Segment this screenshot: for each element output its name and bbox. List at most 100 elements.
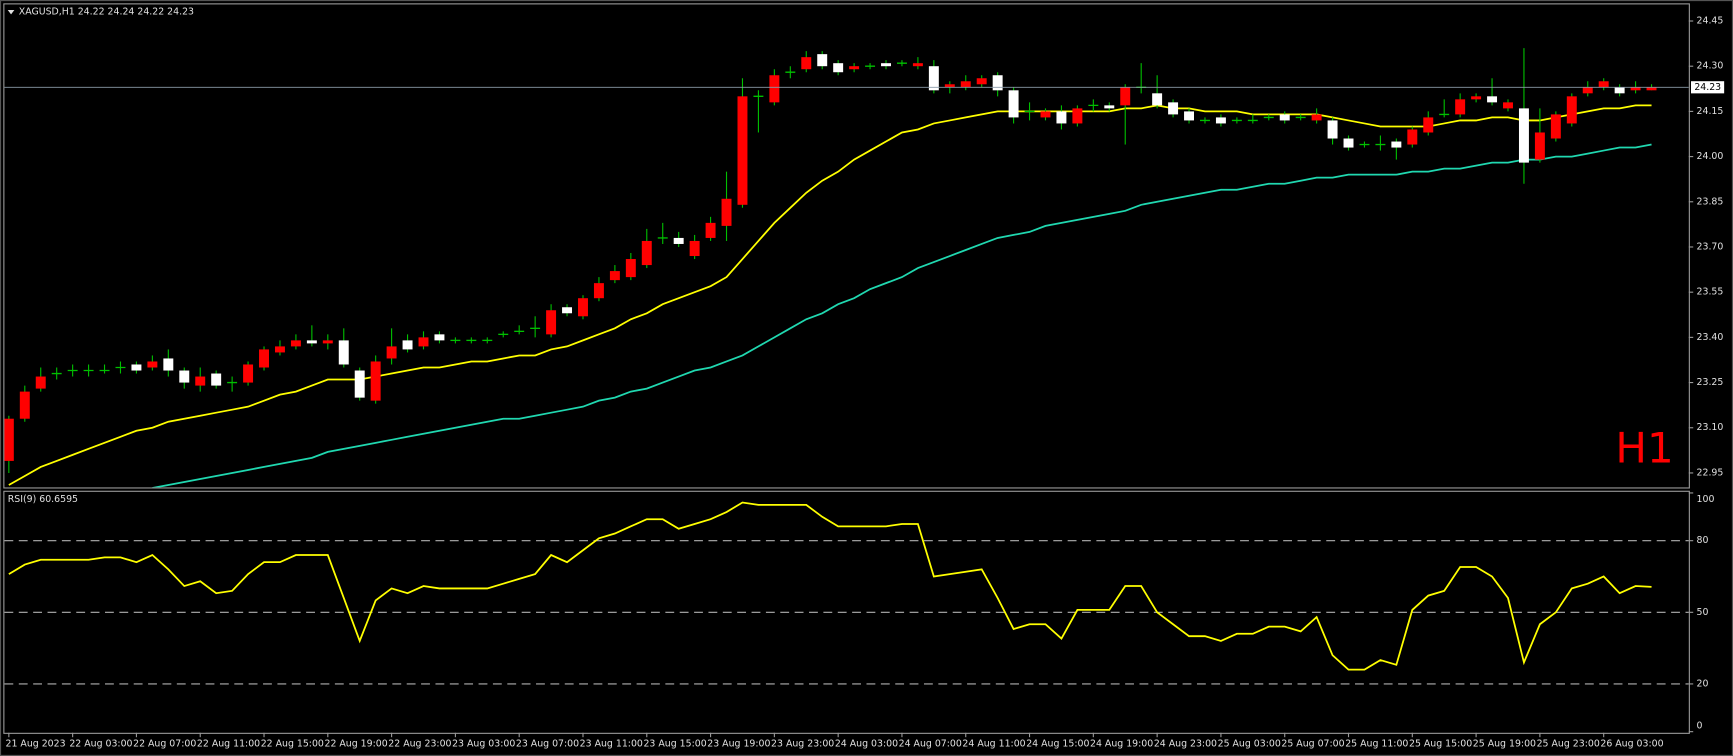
price-label-box	[1691, 81, 1725, 94]
candle-body	[721, 198, 732, 226]
candle-body	[243, 364, 254, 383]
y-tick-label: 24.30	[1697, 61, 1724, 72]
candle-body	[1455, 99, 1466, 115]
moving-average	[152, 143, 1652, 488]
rsi-panel	[4, 501, 1689, 685]
x-tick-label: 24 Aug 23:00	[1154, 738, 1217, 749]
candle-body	[928, 66, 939, 91]
candle-body	[179, 370, 190, 383]
candle-body	[4, 418, 14, 461]
candle-body	[418, 337, 429, 347]
price-label: 24.23	[1694, 82, 1721, 93]
y-tick-label: 24.00	[1697, 151, 1724, 162]
candle-body	[1391, 141, 1402, 148]
candle-body	[274, 346, 285, 353]
candle-body	[641, 240, 652, 266]
candle-body	[1407, 129, 1418, 145]
y-tick-label: 23.25	[1697, 377, 1724, 388]
candle-body	[370, 361, 381, 401]
candle-body	[1518, 108, 1529, 163]
main-frame	[3, 3, 1690, 489]
y-tick-label: 100	[1697, 494, 1715, 505]
rsi-title: RSI(9) 60.6595	[8, 494, 78, 505]
y-tick-label: 23.70	[1697, 241, 1724, 252]
candle-body	[1311, 114, 1322, 121]
y-tick-label: 24.15	[1697, 106, 1724, 117]
x-tick-label: 23 Aug 23:00	[771, 738, 834, 749]
y-tick-label: 0	[1697, 721, 1703, 732]
candle-body	[1343, 138, 1354, 148]
x-tick-label: 25 Aug 03:00	[1218, 738, 1281, 749]
candle-body	[817, 54, 828, 67]
candle-body	[1040, 111, 1051, 118]
axes: 22.95 23.10 23.25 23.40 23.55 23.70 23.85 24.00…	[6, 16, 1725, 749]
x-tick-label: 21 Aug 2023	[6, 738, 66, 749]
candle-body	[1056, 111, 1067, 124]
candle-body	[306, 340, 317, 344]
candle-body	[689, 240, 700, 257]
candle-body	[1327, 120, 1338, 139]
candle-body	[1184, 111, 1195, 121]
candle-body	[673, 237, 684, 244]
y-tick-label: 23.40	[1697, 332, 1724, 343]
candle-body	[881, 63, 891, 67]
candle-body	[386, 346, 397, 359]
x-tick-label: 22 Aug 11:00	[197, 738, 260, 749]
x-tick-label: 25 Aug 19:00	[1473, 738, 1536, 749]
candle-body	[849, 66, 860, 70]
candle-body	[1487, 96, 1498, 103]
candle-body	[546, 310, 557, 335]
x-tick-label: 23 Aug 03:00	[452, 738, 515, 749]
candle-body	[578, 298, 588, 317]
candle-body	[131, 364, 142, 371]
candle-body	[290, 340, 301, 347]
candle-body	[211, 373, 222, 386]
x-tick-label: 25 Aug 15:00	[1409, 738, 1472, 749]
x-tick-label: 26 Aug 03:00	[1600, 738, 1663, 749]
x-tick-label: 25 Aug 11:00	[1345, 738, 1408, 749]
candle-body	[737, 96, 748, 205]
candle-body	[35, 376, 46, 389]
x-tick-label: 23 Aug 19:00	[707, 738, 770, 749]
candle-body	[163, 358, 174, 371]
x-tick-label: 22 Aug 15:00	[261, 738, 324, 749]
rsi-line	[8, 501, 1652, 671]
candle-body	[1534, 132, 1545, 160]
candle-body	[992, 75, 1003, 91]
candle-body	[912, 63, 923, 67]
candle-body	[338, 340, 349, 365]
candle-body	[434, 334, 445, 341]
y-tick-label: 23.85	[1697, 196, 1724, 207]
candle-body	[1279, 114, 1290, 121]
candle-body	[1630, 87, 1641, 91]
candle-body	[322, 340, 333, 344]
x-tick-label: 22 Aug 03:00	[69, 738, 132, 749]
x-tick-label: 24 Aug 07:00	[899, 738, 962, 749]
candle-body	[976, 78, 987, 85]
x-tick-label: 24 Aug 03:00	[835, 738, 898, 749]
candle-body	[833, 63, 844, 73]
candle-body	[1215, 117, 1226, 124]
x-tick-label: 22 Aug 07:00	[133, 738, 196, 749]
candle-body	[1152, 93, 1163, 106]
y-tick-label: 23.55	[1697, 287, 1724, 298]
candle-body	[769, 75, 780, 103]
y-tick-label: 50	[1697, 607, 1709, 618]
candle-body	[1471, 96, 1482, 100]
candle-body	[593, 283, 604, 299]
y-tick-label: 24.45	[1697, 16, 1724, 27]
x-tick-label: 24 Aug 11:00	[962, 738, 1025, 749]
candle-body	[1582, 87, 1593, 94]
y-tick-label: 80	[1697, 535, 1709, 546]
timeframe-label: H1	[1615, 423, 1673, 472]
x-tick-label: 23 Aug 15:00	[643, 738, 706, 749]
candle-body	[259, 349, 269, 368]
x-tick-label: 22 Aug 23:00	[388, 738, 451, 749]
x-tick-label: 23 Aug 07:00	[516, 738, 579, 749]
y-tick-label: 20	[1697, 678, 1709, 689]
candle-body	[1614, 87, 1625, 94]
candle-body	[705, 222, 716, 238]
x-tick-label: 24 Aug 15:00	[1026, 738, 1089, 749]
